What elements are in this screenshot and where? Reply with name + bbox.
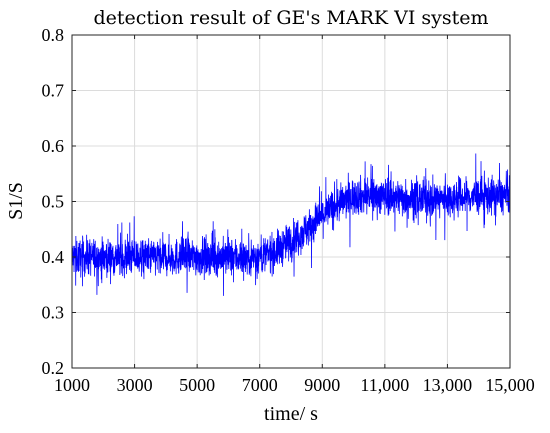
y-tick-label: 0.6: [42, 136, 65, 156]
x-axis: 1000 3000 5000 7000 9000 11,000 13,000 15,000: [54, 35, 535, 395]
chart-title: detection result of GE's MARK VI system: [93, 7, 488, 29]
x-tick-label: 1000: [54, 375, 90, 395]
y-tick-label: 0.2: [42, 358, 65, 378]
x-tick-label: 3000: [117, 375, 153, 395]
y-tick-label: 0.5: [42, 192, 65, 212]
y-tick-label: 0.4: [42, 247, 65, 267]
y-tick-label: 0.8: [42, 25, 65, 45]
y-tick-label: 0.7: [42, 81, 65, 101]
x-tick-label: 7000: [242, 375, 278, 395]
x-axis-label: time/ s: [264, 403, 318, 425]
x-tick-label: 11,000: [360, 375, 409, 395]
x-tick-label: 13,000: [423, 375, 473, 395]
x-tick-label: 15,000: [485, 375, 535, 395]
y-axis-label: S1/S: [5, 182, 27, 220]
y-tick-label: 0.3: [42, 303, 65, 323]
x-tick-label: 9000: [304, 375, 340, 395]
series-layer: [71, 153, 511, 296]
x-tick-label: 5000: [179, 375, 215, 395]
y-axis: 0.2 0.3 0.4 0.5 0.6 0.7 0.8: [42, 25, 510, 378]
signal-series-line: [71, 153, 511, 296]
